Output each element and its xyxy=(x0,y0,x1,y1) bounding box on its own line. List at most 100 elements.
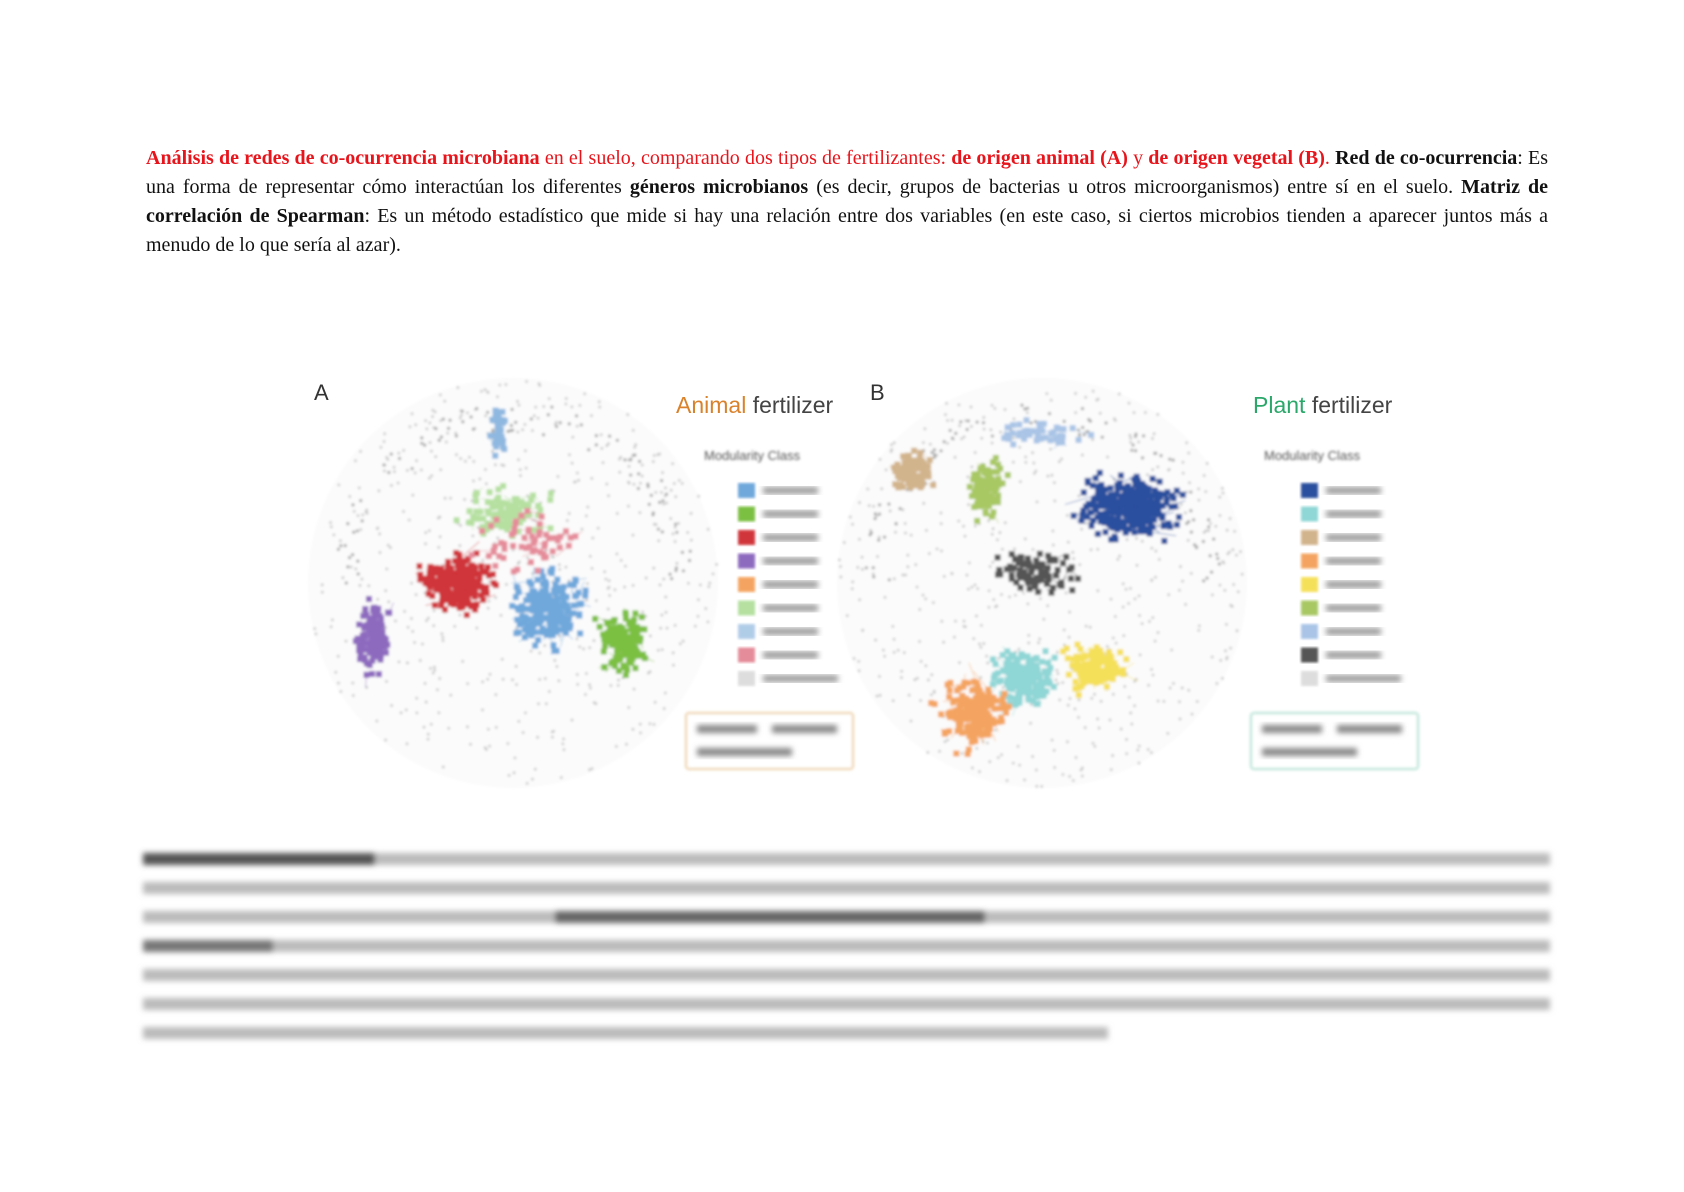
node xyxy=(1123,656,1130,663)
node xyxy=(547,490,554,497)
node xyxy=(628,646,635,653)
node xyxy=(454,434,459,438)
node xyxy=(463,570,470,577)
node xyxy=(891,624,895,628)
node xyxy=(984,711,991,718)
node xyxy=(994,492,1001,499)
node xyxy=(532,629,539,636)
node xyxy=(1125,538,1129,541)
node xyxy=(542,554,549,561)
node xyxy=(637,472,641,476)
node xyxy=(1088,509,1095,516)
node xyxy=(500,657,504,661)
node xyxy=(967,587,970,591)
node xyxy=(932,455,937,459)
node xyxy=(996,756,1000,760)
node xyxy=(627,504,630,508)
node xyxy=(432,609,436,612)
node xyxy=(538,513,545,520)
node xyxy=(562,629,569,636)
node xyxy=(1024,461,1028,464)
node xyxy=(529,417,533,421)
node xyxy=(578,403,582,407)
node xyxy=(946,693,953,700)
node xyxy=(1080,774,1084,778)
node xyxy=(524,466,528,470)
node xyxy=(878,458,882,461)
node xyxy=(528,624,535,631)
node xyxy=(996,538,999,542)
node xyxy=(1219,658,1223,662)
node xyxy=(1218,514,1222,517)
node xyxy=(573,480,577,484)
node xyxy=(570,461,574,465)
node xyxy=(463,600,470,607)
node xyxy=(1108,515,1115,522)
node xyxy=(1128,517,1135,524)
node xyxy=(528,496,535,503)
node xyxy=(519,503,526,510)
node xyxy=(596,526,600,530)
node xyxy=(890,443,893,447)
node xyxy=(1016,699,1023,706)
node xyxy=(939,511,943,515)
node xyxy=(1082,662,1089,669)
node xyxy=(1003,709,1010,716)
blurred-line xyxy=(143,969,1550,981)
node xyxy=(605,444,609,448)
node xyxy=(490,580,497,587)
node xyxy=(967,561,971,565)
node xyxy=(1015,691,1022,698)
node xyxy=(932,690,936,694)
node xyxy=(1011,761,1015,765)
node xyxy=(962,695,969,702)
node xyxy=(564,609,571,616)
node xyxy=(1127,601,1131,605)
node xyxy=(480,389,483,393)
node xyxy=(1113,418,1117,422)
node xyxy=(519,613,526,620)
node xyxy=(614,647,621,654)
node xyxy=(502,464,506,467)
node xyxy=(1075,575,1082,582)
node xyxy=(390,704,394,707)
node xyxy=(494,418,501,425)
node xyxy=(1190,712,1194,716)
node xyxy=(504,512,511,519)
node xyxy=(344,639,348,643)
node xyxy=(594,443,598,447)
node xyxy=(1207,525,1211,529)
node xyxy=(415,711,419,715)
node xyxy=(1137,515,1144,522)
node xyxy=(471,578,478,585)
node xyxy=(972,725,979,732)
node xyxy=(673,540,677,543)
node xyxy=(1121,605,1125,609)
node xyxy=(571,435,575,439)
node xyxy=(524,711,527,715)
node xyxy=(514,420,518,424)
node xyxy=(504,383,508,386)
node xyxy=(1047,411,1052,416)
node xyxy=(1109,676,1116,683)
node xyxy=(608,630,615,637)
node xyxy=(673,525,677,529)
node xyxy=(660,479,664,483)
legend-swatch xyxy=(1301,553,1318,569)
node xyxy=(376,645,383,652)
node xyxy=(957,519,961,523)
node xyxy=(644,576,648,580)
node xyxy=(985,686,992,693)
node xyxy=(482,584,489,591)
node xyxy=(1008,572,1015,579)
node xyxy=(1151,616,1155,620)
node xyxy=(622,628,629,635)
node xyxy=(627,652,634,659)
node xyxy=(995,461,1002,468)
node xyxy=(516,562,520,565)
node xyxy=(1209,570,1214,574)
node xyxy=(904,573,907,577)
node xyxy=(483,388,487,392)
node xyxy=(1077,698,1081,702)
node xyxy=(558,609,565,616)
